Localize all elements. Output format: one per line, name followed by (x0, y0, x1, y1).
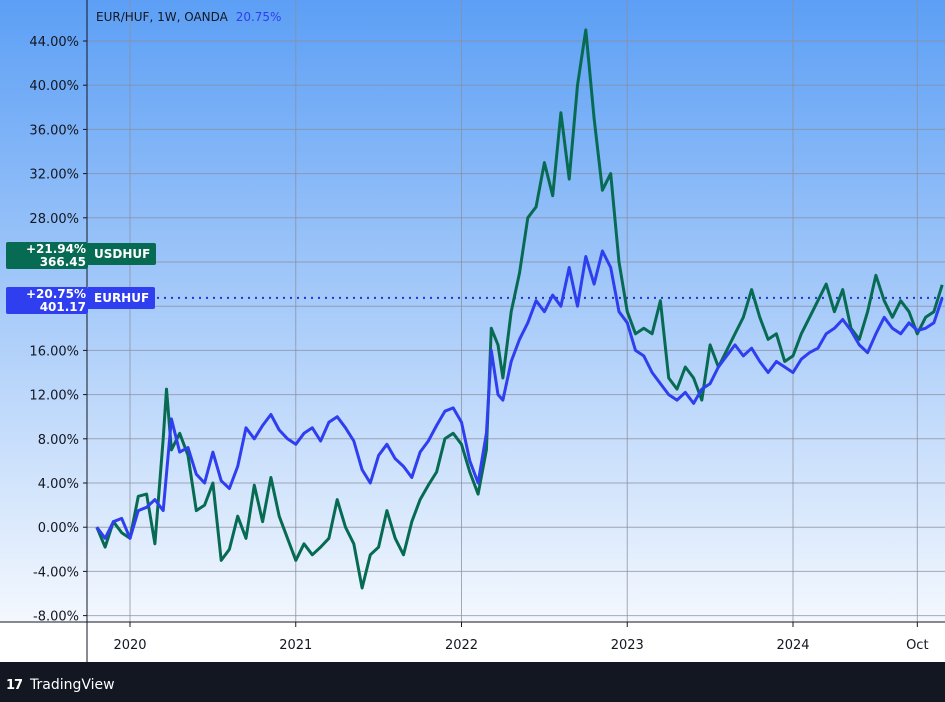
x-axis-ticks: 2020 2021 2022 2023 2024 Oct (113, 622, 929, 653)
y-tick-label: 12.00% (29, 389, 79, 404)
series-line-eurhuf (95, 249, 944, 540)
series-lines (95, 28, 944, 590)
x-axis-background (0, 622, 945, 662)
eurhuf-value-tag: +20.75% 401.17 (6, 287, 88, 314)
usdhuf-value-tag: +21.94% 366.45 (6, 242, 88, 269)
y-tick-label: 32.00% (29, 168, 79, 183)
x-tick-label: 2023 (611, 638, 644, 653)
x-tick-label: 2022 (445, 638, 478, 653)
chart-canvas: 44.00%40.00%36.00%32.00%28.00%24.00%20.0… (0, 0, 945, 662)
usdhuf-name: USDHUF (94, 247, 151, 261)
symbol-label: EUR/HUF, 1W, OANDA (96, 10, 228, 24)
footer-bar: 17 TradingView (0, 662, 945, 702)
tradingview-logo-icon: 17 (6, 678, 23, 693)
y-tick-label: 0.00% (38, 521, 79, 536)
x-tick-label: Oct (906, 638, 928, 653)
eurhuf-change: +20.75% (25, 286, 86, 301)
eurhuf-name-tag: EURHUF (88, 287, 156, 309)
y-tick-label: 28.00% (29, 212, 79, 227)
x-tick-label: 2024 (776, 638, 809, 653)
y-tick-label: -8.00% (33, 610, 79, 625)
usdhuf-name-tag: USDHUF (88, 243, 157, 265)
series-line-usdhuf (95, 28, 944, 590)
usdhuf-price: 366.45 (39, 254, 86, 269)
legend-header: EUR/HUF, 1W, OANDA 20.75% (96, 10, 281, 24)
eurhuf-name: EURHUF (94, 291, 150, 305)
y-tick-label: 16.00% (29, 344, 79, 359)
y-tick-label: 8.00% (38, 433, 79, 448)
y-tick-label: 4.00% (38, 477, 79, 492)
y-tick-label: 44.00% (29, 35, 79, 50)
x-tick-label: 2021 (279, 638, 312, 653)
x-tick-label: 2020 (113, 638, 146, 653)
eurhuf-price: 401.17 (39, 299, 86, 314)
change-label: 20.75% (235, 10, 282, 24)
plot-background (87, 0, 945, 622)
y-tick-label: 36.00% (29, 123, 79, 138)
usdhuf-change: +21.94% (25, 241, 86, 256)
y-tick-label: 40.00% (29, 79, 79, 94)
tradingview-brand[interactable]: TradingView (30, 677, 115, 693)
y-tick-label: -4.00% (33, 565, 79, 580)
